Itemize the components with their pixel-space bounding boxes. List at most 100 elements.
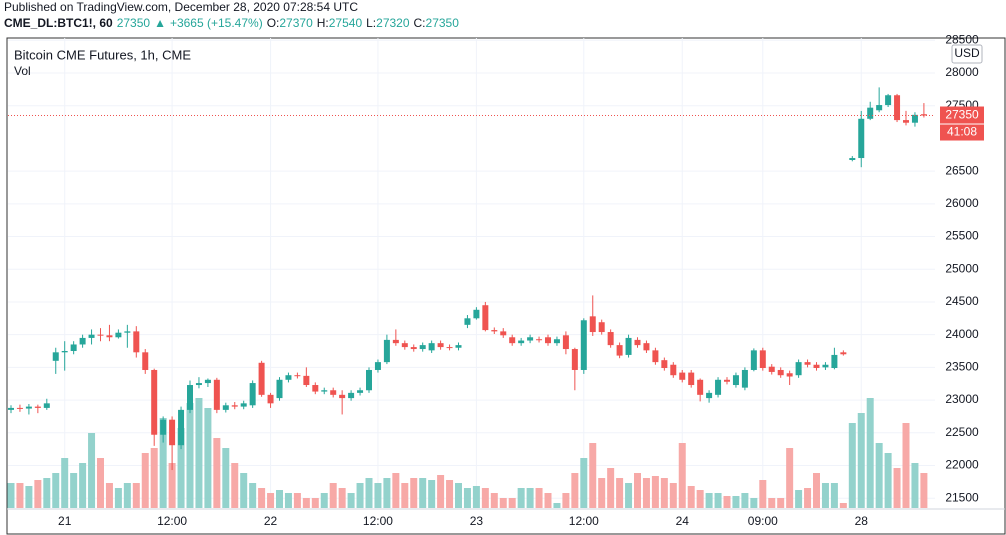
volume-bar: [446, 480, 454, 508]
volume-bar: [750, 498, 758, 508]
candle-body: [786, 373, 793, 377]
volume-bar: [105, 483, 113, 508]
volume-bar: [302, 498, 310, 508]
volume-bar: [240, 473, 248, 508]
candle-body: [858, 118, 865, 159]
candle-body: [562, 335, 569, 350]
volume-bar: [123, 483, 131, 508]
volume-bar: [839, 503, 847, 508]
volume-bar: [830, 483, 838, 508]
candle-body: [795, 362, 802, 376]
published-note: Published on TradingView.com, December 2…: [4, 0, 358, 14]
volume-bar: [356, 483, 364, 508]
candle-body: [16, 407, 23, 409]
candle-body: [151, 369, 158, 435]
c: 27350: [425, 16, 459, 30]
candle-body: [607, 332, 614, 346]
volume-bar: [732, 496, 740, 508]
candle-body: [374, 362, 381, 370]
volume-bar: [911, 463, 919, 508]
volume-bar: [580, 458, 588, 508]
y-tick-label: 23000: [945, 392, 979, 406]
candle-body: [482, 305, 489, 331]
candle-body: [750, 350, 757, 370]
volume-bar: [884, 453, 892, 508]
y-tick-label: 25500: [945, 229, 979, 243]
candle-body: [652, 350, 659, 363]
volume-bar: [705, 493, 713, 508]
volume-bar: [902, 423, 910, 508]
candle-body: [231, 405, 238, 407]
volume-bar: [508, 498, 516, 508]
volume-bar: [168, 463, 176, 508]
volume-bar: [231, 463, 239, 508]
candle-body: [920, 114, 927, 116]
volume-bar: [553, 503, 561, 508]
candle-body: [840, 352, 847, 355]
candle-body: [249, 383, 256, 406]
volume-bar: [535, 488, 543, 508]
candle-body: [124, 331, 131, 333]
volume-bar: [795, 490, 803, 508]
candle-body: [545, 337, 551, 344]
candle-body: [357, 390, 364, 393]
volume-bar: [857, 413, 865, 508]
volume-bar: [311, 498, 319, 508]
candle-body: [303, 375, 310, 386]
volume-bar: [607, 468, 615, 508]
candle-body: [911, 114, 918, 123]
volume-bar: [267, 493, 275, 508]
candle-body: [195, 383, 202, 386]
y-tick-label: 23500: [945, 360, 979, 374]
volume-bar: [34, 480, 42, 508]
candle-body: [813, 364, 820, 369]
currency: USD: [954, 46, 980, 60]
candle-body: [428, 343, 435, 351]
candle-body: [706, 392, 713, 399]
candle-body: [661, 360, 668, 369]
y-tick-label: 25000: [945, 261, 979, 275]
candle-body: [142, 352, 149, 370]
volume-bar: [132, 483, 140, 508]
candle-body: [383, 339, 390, 363]
candle-body: [464, 318, 471, 325]
volume-bar: [634, 473, 641, 508]
volume-bar: [463, 488, 471, 508]
candle-body: [536, 339, 543, 341]
y-tick-label: 28000: [945, 65, 979, 79]
candle-body: [348, 392, 355, 399]
candle-body: [25, 406, 32, 409]
volume-bar: [16, 483, 24, 508]
candle-body: [43, 403, 50, 408]
volume-bar: [562, 493, 570, 508]
volume-bar: [472, 486, 480, 508]
frame: [6, 37, 1006, 535]
volume-bar: [428, 480, 436, 508]
x-tick-label: 24: [676, 514, 690, 528]
volume-bar: [25, 486, 33, 508]
candle-body: [616, 345, 623, 356]
volume-bar: [52, 473, 60, 508]
x-tick-label: 12:00: [569, 514, 599, 528]
candle-body: [741, 369, 748, 388]
volume-bar: [258, 488, 266, 508]
volume-bar: [437, 475, 445, 508]
candle-body: [885, 95, 892, 106]
volume-bar: [70, 473, 78, 508]
candle-body: [598, 322, 605, 333]
volume-bar: [651, 476, 659, 508]
candle-body: [213, 379, 220, 410]
candle-body: [679, 372, 686, 380]
volume-bar: [338, 488, 346, 508]
volume-bar: [177, 428, 185, 508]
chart-title: Bitcoin CME Futures, 1h, CME: [14, 47, 191, 62]
volume-bar: [114, 488, 122, 508]
volume-bar: [43, 478, 51, 508]
volume-bar: [249, 483, 257, 508]
candle-body: [392, 339, 399, 344]
volume-bar: [589, 443, 597, 508]
candle-body: [240, 403, 247, 407]
candle-body: [580, 320, 587, 370]
candle-body: [178, 409, 185, 446]
